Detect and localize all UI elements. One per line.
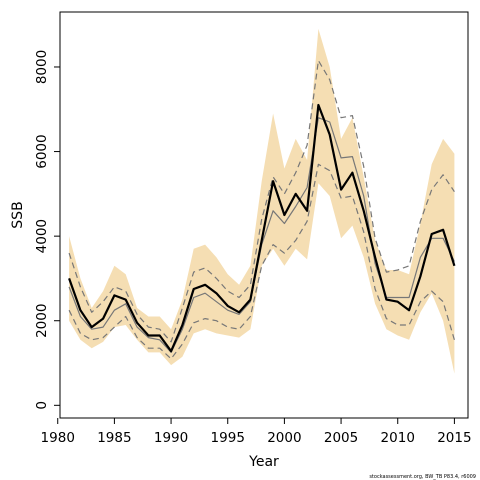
y-tick-label-2000: 2000: [34, 304, 50, 338]
y-tick-label-4000: 4000: [34, 219, 50, 253]
x-tick-label-1995: 1995: [211, 430, 245, 446]
y-tick-label-8000: 8000: [34, 50, 50, 84]
x-tick-label-2010: 2010: [381, 430, 415, 446]
y-tick-label-0: 0: [34, 401, 50, 410]
credit-text: stockassessment.org, BW_TB P83.4, r6009: [369, 474, 476, 480]
x-tick-label-2015: 2015: [437, 430, 471, 446]
x-tick-label-2005: 2005: [324, 430, 358, 446]
y-tick-label-6000: 6000: [34, 134, 50, 168]
confidence-band: [69, 28, 455, 374]
y-axis-title: SSB: [10, 201, 26, 228]
plot-area: [68, 28, 456, 374]
plot-frame: [59, 11, 469, 419]
x-axis-title: Year: [248, 454, 279, 470]
axes: 1980 1985 1990 1995 2000 2005 2010 2015 0 2000 400…: [34, 50, 472, 446]
x-tick-label-1985: 1985: [97, 430, 131, 446]
x-tick-label-1980: 1980: [41, 430, 75, 446]
series-estimate-line: [68, 103, 456, 353]
x-tick-label-1990: 1990: [154, 430, 188, 446]
series-upper-ci-line: [68, 59, 455, 343]
x-tick-label-2000: 2000: [267, 430, 301, 446]
